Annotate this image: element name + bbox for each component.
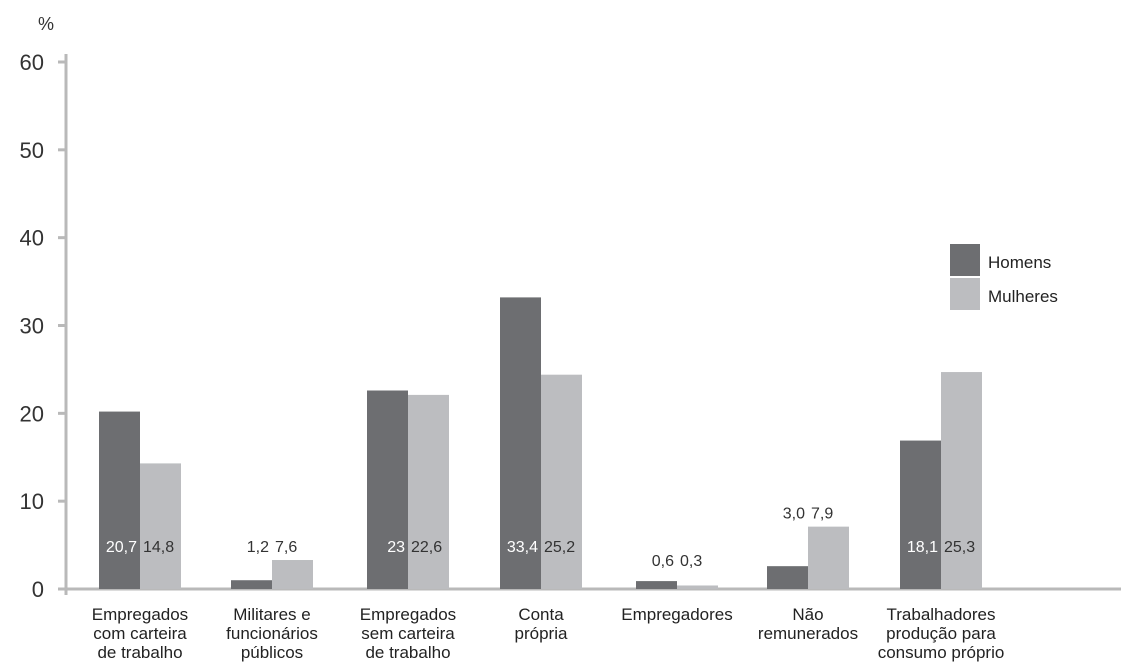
value-label-homens-5: 0,6 (652, 553, 674, 570)
value-label-mulheres-4: 25,2 (544, 539, 575, 556)
category-label-4: Conta (518, 605, 564, 624)
category-label-3: Empregados (360, 605, 456, 624)
bar-mulheres-6 (808, 526, 849, 589)
category-label-4: própria (515, 624, 568, 643)
bar-mulheres-3 (408, 394, 449, 589)
category-label-6: Não (792, 605, 823, 624)
bar-homens-3 (367, 390, 408, 589)
value-label-mulheres-5: 0,3 (680, 553, 702, 570)
y-tick-label: 50 (20, 138, 44, 163)
bar-mulheres-1 (140, 463, 181, 589)
value-label-mulheres-6: 7,9 (811, 506, 833, 523)
category-label-7: produção para (886, 624, 996, 643)
value-label-mulheres-3: 22,6 (411, 539, 442, 556)
category-label-1: com carteira (93, 624, 187, 643)
category-label-3: sem carteira (361, 624, 455, 643)
category-label-1: Empregados (92, 605, 188, 624)
category-label-7: Trabalhadores (887, 605, 996, 624)
bar-homens-7 (900, 440, 941, 589)
category-label-3: de trabalho (365, 643, 450, 662)
legend-swatch-mulheres (950, 278, 980, 310)
category-label-2: públicos (241, 643, 303, 662)
y-axis: 0 10 20 30 40 50 60 (20, 50, 68, 602)
y-tick-label: 30 (20, 314, 44, 339)
value-label-homens-3: 23 (387, 539, 405, 556)
category-label-1: de trabalho (97, 643, 182, 662)
value-label-homens-2: 1,2 (247, 539, 269, 556)
bar-homens-2 (231, 580, 272, 589)
bar-mulheres-2 (272, 560, 313, 589)
y-tick-label: 40 (20, 226, 44, 251)
value-label-homens-1: 20,7 (106, 539, 137, 556)
value-label-mulheres-1: 14,8 (143, 539, 174, 556)
category-label-2: funcionários (226, 624, 318, 643)
value-labels: 20,7 14,8 1,2 7,6 23 22,6 33,4 25,2 0,6 0,3 3,0 7,9… (106, 506, 975, 570)
value-label-homens-4: 33,4 (507, 539, 538, 556)
value-label-homens-6: 3,0 (783, 506, 805, 523)
legend: Homens Mulheres (950, 244, 1058, 310)
value-label-mulheres-2: 7,6 (275, 539, 297, 556)
value-label-mulheres-7: 25,3 (944, 539, 975, 556)
y-tick-label: 0 (32, 577, 44, 602)
y-axis-unit-label: % (38, 14, 54, 34)
category-label-2: Militares e (233, 605, 310, 624)
category-label-7: consumo próprio (878, 643, 1005, 662)
legend-label-mulheres: Mulheres (988, 287, 1058, 306)
y-tick-label: 60 (20, 50, 44, 75)
category-label-5: Empregadores (621, 605, 733, 624)
y-tick-label: 20 (20, 401, 44, 426)
bar-mulheres-7 (941, 372, 982, 589)
bar-homens-6 (767, 566, 808, 589)
bar-mulheres-4 (541, 374, 582, 589)
bar-group (99, 297, 982, 589)
bar-homens-5 (636, 581, 677, 589)
legend-swatch-homens (950, 244, 980, 276)
value-label-homens-7: 18,1 (907, 539, 938, 556)
y-tick-label: 10 (20, 489, 44, 514)
category-label-6: remunerados (758, 624, 858, 643)
legend-label-homens: Homens (988, 253, 1051, 272)
bar-homens-4 (500, 297, 541, 589)
bar-homens-1 (99, 411, 140, 589)
bar-mulheres-5 (677, 585, 718, 589)
